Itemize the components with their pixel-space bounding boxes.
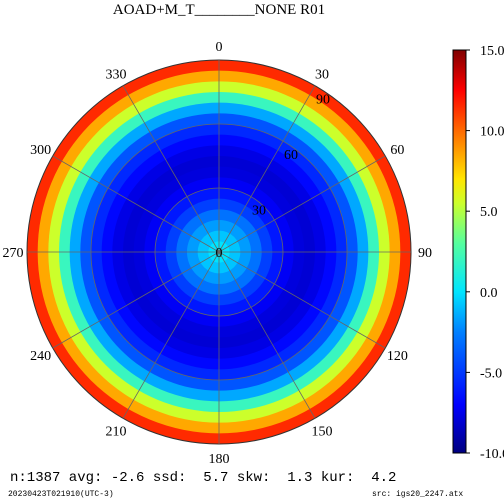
grid-spoke — [218, 85, 316, 253]
angle-label: 300 — [30, 143, 51, 158]
angle-label: 270 — [3, 246, 24, 261]
colorbar-ticks: 15.0 10.0 5.0 0.0 -5.0 -10.0 — [466, 44, 504, 462]
angle-label: 180 — [209, 452, 230, 467]
chart-title: AOAD+M_T________NONE R01 — [112, 2, 326, 18]
angle-label: 60 — [390, 143, 404, 158]
colorbar — [452, 49, 467, 454]
radial-label: 30 — [252, 204, 266, 219]
colorbar-tick-label: -10.0 — [480, 447, 504, 462]
grid-spoke — [218, 155, 386, 253]
grid-spoke — [218, 251, 386, 349]
radial-label: 90 — [316, 93, 330, 108]
grid-spoke — [122, 85, 220, 253]
stats-line: n:1387 avg: -2.6 ssd: 5.7 skw: 1.3 kur: … — [10, 470, 397, 486]
angle-label: 330 — [106, 68, 127, 83]
grid-spoke — [218, 251, 316, 419]
grid-spoke — [122, 251, 220, 419]
angle-label: 30 — [315, 68, 329, 83]
angle-label: 150 — [312, 424, 333, 439]
radial-labels: 0 30 60 90 — [216, 93, 331, 261]
angle-label: 0 — [216, 40, 223, 55]
timestamp-label: 20230423T021910(UTC-3) — [8, 490, 114, 499]
polar-grid — [26, 59, 412, 445]
colorbar-tick-label: 5.0 — [480, 205, 498, 220]
grid-spoke — [52, 155, 220, 253]
colorbar-tick-label: 10.0 — [480, 125, 504, 140]
angle-label: 210 — [106, 424, 127, 439]
radial-label: 0 — [216, 246, 223, 261]
colorbar-tick-label: -5.0 — [480, 366, 502, 381]
colorbar-tick-label: 0.0 — [480, 286, 498, 301]
angle-label: 90 — [418, 246, 432, 261]
angle-label: 120 — [387, 349, 408, 364]
angle-label: 240 — [30, 349, 51, 364]
colorbar-tick-label: 15.0 — [480, 44, 504, 59]
source-label: src: igs20_2247.atx — [372, 490, 464, 499]
grid-spoke — [52, 251, 220, 349]
radial-label: 60 — [284, 148, 298, 163]
